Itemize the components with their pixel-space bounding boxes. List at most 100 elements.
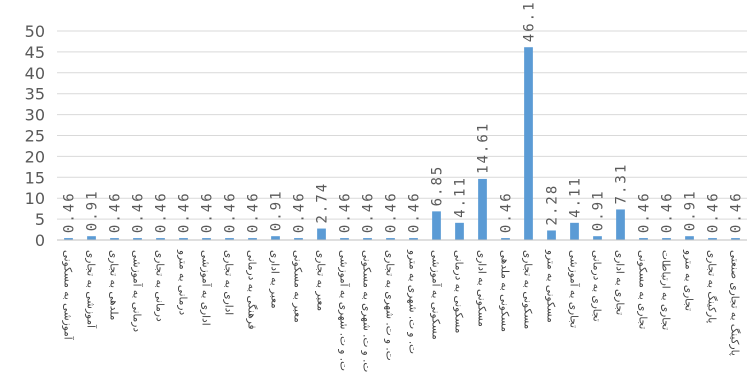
data-label: 0.46	[729, 191, 745, 233]
y-tick-label: 45	[25, 43, 45, 62]
bar	[708, 238, 717, 240]
x-tick-label: تجاری به مسکونی	[637, 250, 649, 329]
x-tick-label: تجاری به آموزشی	[568, 250, 581, 328]
x-tick-label: مسکونی به مترو	[545, 249, 557, 323]
data-label: 0.46	[223, 191, 239, 233]
x-tick-label: درمانی به مترو	[177, 249, 189, 315]
bars	[64, 47, 740, 240]
y-tick-label: 0	[35, 231, 45, 250]
x-tick-label: ت. و ت. شهری به آموزشی	[338, 250, 351, 371]
bar	[524, 47, 533, 240]
data-label: 6.85	[430, 165, 446, 207]
bar	[662, 238, 671, 240]
x-tick-label: درمانی به آموزشی	[131, 250, 144, 332]
data-label: 0.46	[637, 191, 653, 233]
data-label: 0.46	[292, 191, 308, 233]
data-label: 0.46	[131, 191, 147, 233]
y-tick-label: 50	[25, 22, 45, 41]
x-tick-label: معبر به مسکونی	[292, 250, 304, 323]
data-label: 0.91	[269, 189, 285, 231]
x-axis: آموزشی به مسکونی آموزشی به تجاری ملدهی به …	[57, 239, 747, 372]
data-label: 4.11	[453, 176, 469, 218]
data-label: 0.46	[338, 191, 354, 233]
data-label: 0.91	[591, 189, 607, 231]
x-tick-label: مسکونی به درمانی	[453, 250, 465, 333]
data-label: 14.61	[476, 122, 492, 174]
bar	[340, 238, 349, 240]
y-tick-label: 15	[25, 168, 45, 187]
data-label: 0.91	[85, 189, 101, 231]
bar	[248, 238, 257, 240]
bar	[110, 238, 119, 240]
y-tick-label: 35	[25, 85, 45, 104]
bar	[593, 236, 602, 240]
x-tick-label: اداری به آموزشی	[200, 250, 213, 326]
data-label: 0.46	[246, 191, 262, 233]
data-label: 2.28	[545, 184, 561, 226]
data-label: 0.46	[154, 191, 170, 233]
bar	[87, 236, 96, 240]
data-label: 0.46	[200, 191, 216, 233]
bar	[731, 238, 740, 240]
x-tick-label: ت. و ت. شهری به تجاری	[384, 250, 396, 361]
bar	[478, 178, 487, 240]
y-tick-label: 5	[35, 210, 45, 229]
y-tick-label: 10	[25, 189, 45, 208]
y-tick-label: 25	[25, 127, 45, 146]
bar	[133, 238, 142, 240]
data-label: 0.46	[361, 191, 377, 233]
x-tick-label: ت. و ت. شهری به مسکونی	[361, 250, 373, 372]
data-label: 0.46	[407, 191, 423, 233]
x-tick-label: تجاری به ارتباطات	[660, 250, 672, 330]
x-tick-label: پارکینگ به تجاری	[706, 250, 719, 323]
data-label: 0.46	[499, 191, 515, 233]
data-label: 0.46	[177, 191, 193, 233]
data-label: 2.74	[315, 182, 331, 224]
x-tick-label: تجاری به اداری	[614, 250, 626, 315]
bar	[455, 222, 464, 240]
x-tick-label: معبر به تجاری	[315, 250, 327, 311]
x-tick-label: پارکینگ به تجاری صنعتی	[729, 250, 742, 356]
x-tick-label: مسکونی به تجاری	[522, 250, 534, 329]
bar	[64, 238, 73, 240]
bar	[317, 228, 326, 240]
x-tick-label: درمانی به تجاری	[154, 250, 166, 322]
x-tick-label: معبر به اداری	[269, 250, 281, 309]
bar	[547, 230, 556, 240]
x-tick-label: تجاری به مترو	[683, 249, 695, 311]
bar	[294, 238, 303, 240]
data-label: 0.91	[683, 189, 699, 231]
y-tick-label: 30	[25, 106, 45, 125]
bar	[685, 236, 694, 240]
bar	[409, 238, 418, 240]
gridlines	[57, 30, 747, 241]
bar	[271, 236, 280, 240]
bar	[616, 209, 625, 240]
x-tick-label: تجاری به درمانی	[591, 250, 603, 322]
data-label: 0.46	[706, 191, 722, 233]
y-tick-label: 40	[25, 64, 45, 83]
x-tick-label: مسکونی به آموزشی	[430, 250, 443, 340]
x-tick-label: مسکونی به ملدهی	[499, 250, 511, 332]
bar	[386, 238, 395, 240]
x-tick-label: آموزشی به تجاری	[85, 250, 98, 329]
bar	[639, 238, 648, 240]
y-tick-label: 20	[25, 147, 45, 166]
bar	[432, 211, 441, 240]
bar	[501, 238, 510, 240]
bar	[225, 238, 234, 240]
x-tick-label: فرهنگی به درمانی	[246, 250, 259, 330]
x-tick-label: اداری به تجاری	[223, 250, 235, 315]
data-label: 7.31	[614, 163, 630, 205]
data-label: 0.46	[62, 191, 78, 233]
data-label: 46.12	[522, 0, 538, 42]
bar	[363, 238, 372, 240]
x-tick-label: مسکونی به اداری	[476, 250, 488, 327]
data-label: 0.46	[660, 191, 676, 233]
x-tick-label: ملدهی به تجاری	[108, 250, 120, 320]
x-tick-label: ت. و ت. شهری به مترو	[407, 249, 419, 354]
data-label: 0.46	[108, 191, 124, 233]
bar	[570, 222, 579, 240]
